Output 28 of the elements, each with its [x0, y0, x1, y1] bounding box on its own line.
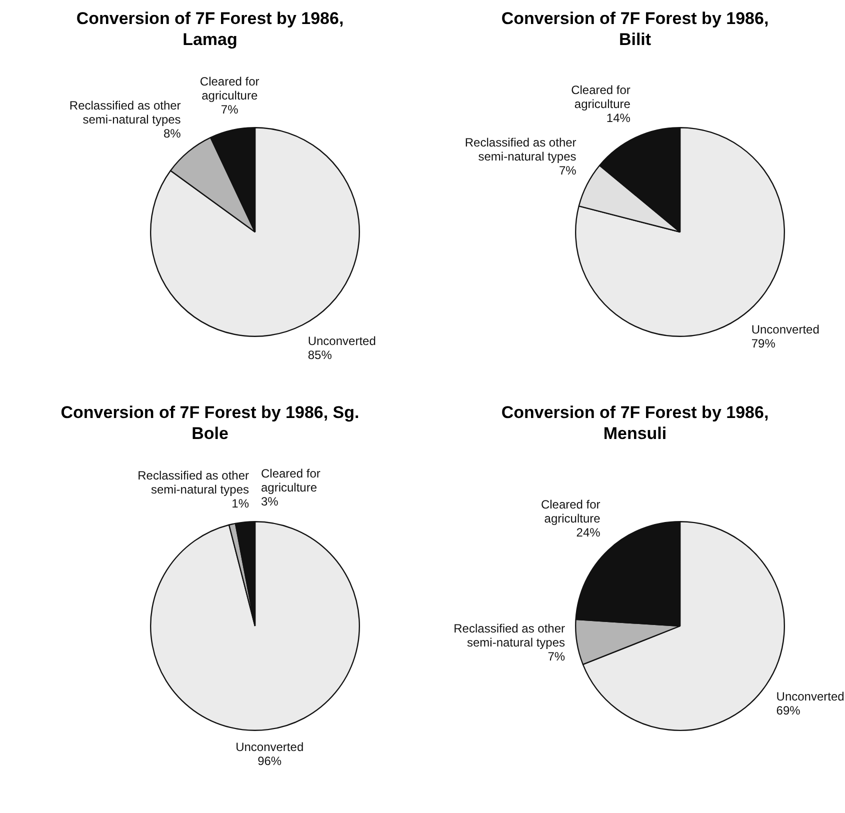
chart-title: Conversion of 7F Forest by 1986, Bilit	[500, 8, 770, 51]
chart-title: Conversion of 7F Forest by 1986, Lamag	[75, 8, 345, 51]
data-label: 8%	[163, 126, 182, 141]
slice-label: Unconverted	[776, 690, 844, 704]
slice-label: Cleared for agriculture	[571, 82, 631, 111]
data-label: 79%	[751, 336, 776, 350]
slice-label: Unconverted	[308, 334, 376, 348]
data-label: 14%	[606, 110, 631, 125]
slice-label: Cleared for agriculture	[540, 497, 601, 526]
data-label: 7%	[558, 163, 577, 178]
data-label: 1%	[232, 496, 250, 511]
data-label: 96%	[258, 754, 282, 768]
slice-label: Reclassified as other semi-natural types	[69, 98, 181, 127]
slice-label: Cleared for agriculture	[261, 466, 320, 494]
data-label: 7%	[548, 650, 566, 664]
data-label: 85%	[308, 348, 332, 362]
data-label: 7%	[220, 102, 239, 117]
slice-label: Reclassified as other semi-natural types	[464, 135, 576, 164]
chart-title: Conversion of 7F Forest by 1986, Sg. Bole	[60, 402, 360, 445]
data-label: 69%	[776, 704, 801, 718]
slice-label: Unconverted	[236, 740, 304, 754]
data-label: 24%	[576, 525, 601, 540]
slice-label: Cleared for agriculture	[200, 74, 260, 103]
data-label: 3%	[261, 494, 279, 508]
chart-title: Conversion of 7F Forest by 1986, Mensuli	[500, 402, 770, 445]
slice-label: Reclassified as other semi-natural types	[454, 622, 566, 650]
slice-label: Reclassified as other semi-natural types	[138, 468, 249, 497]
slice-label: Unconverted	[751, 322, 820, 336]
